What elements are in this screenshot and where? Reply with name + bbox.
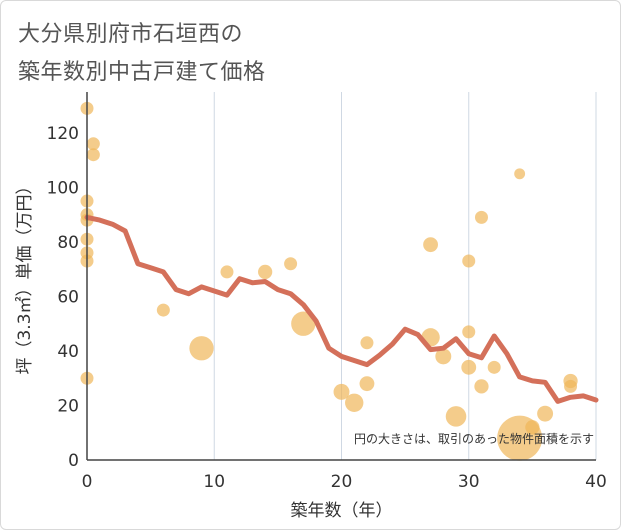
bubble-point-22 [435,348,452,365]
bubble-point-23 [445,406,467,427]
bubble-point-9 [86,148,100,162]
size-annotation: 円の大きさは、取引のあった物件面積を示す [354,431,594,446]
chart-title-line-2: 築年数別中古戸建て価格 [18,60,266,85]
bubble-point-30 [514,168,526,180]
y-tick-label-5: 100 [47,178,79,198]
bubble-point-10 [156,303,170,317]
trend-line [84,214,599,404]
bubble-point-33 [537,405,554,422]
bubble-point-16 [333,383,350,400]
tick-labels: 0 10 20 30 40 0 20 40 60 80 100 120 [47,124,607,492]
x-tick-label-1: 10 [203,472,225,492]
y-axis-title: 坪（3.3㎡）単価（万円） [15,177,35,374]
bubbles [80,101,578,461]
bubble-point-8 [86,137,100,151]
y-tick-label-3: 60 [57,287,79,307]
y-tick-label-1: 20 [57,396,79,416]
x-tick-label-3: 30 [458,472,480,492]
bubble-point-27 [474,210,488,224]
bubble-point-15 [291,311,316,336]
bubble-point-12 [220,265,234,279]
bubble-point-11 [189,336,214,361]
x-tick-label-0: 0 [82,472,93,492]
bubble-point-13 [258,264,273,280]
bubble-point-18 [360,336,374,350]
bubble-point-28 [474,379,489,394]
bubble-point-19 [359,376,375,392]
x-tick-label-2: 20 [331,472,353,492]
y-tick-label-6: 120 [47,124,79,144]
y-tick-label-4: 80 [57,233,79,253]
y-tick-label-0: 0 [68,451,79,471]
bubble-point-32 [525,420,540,435]
bubble-point-20 [423,237,438,253]
bubble-point-26 [461,359,477,375]
x-axis-title: 築年数（年） [291,501,393,521]
bubble-point-29 [487,360,501,374]
bubble-point-35 [564,379,578,393]
grid [213,92,597,460]
bubble-point-25 [462,325,476,339]
x-tick-label-4: 40 [585,472,607,492]
chart-title-line-1: 大分県別府市石垣西の [18,22,244,47]
y-tick-label-2: 40 [57,342,79,362]
bubble-point-24 [462,254,476,268]
axes [86,92,596,461]
bubble-point-14 [284,257,298,271]
bubble-point-17 [345,393,364,412]
